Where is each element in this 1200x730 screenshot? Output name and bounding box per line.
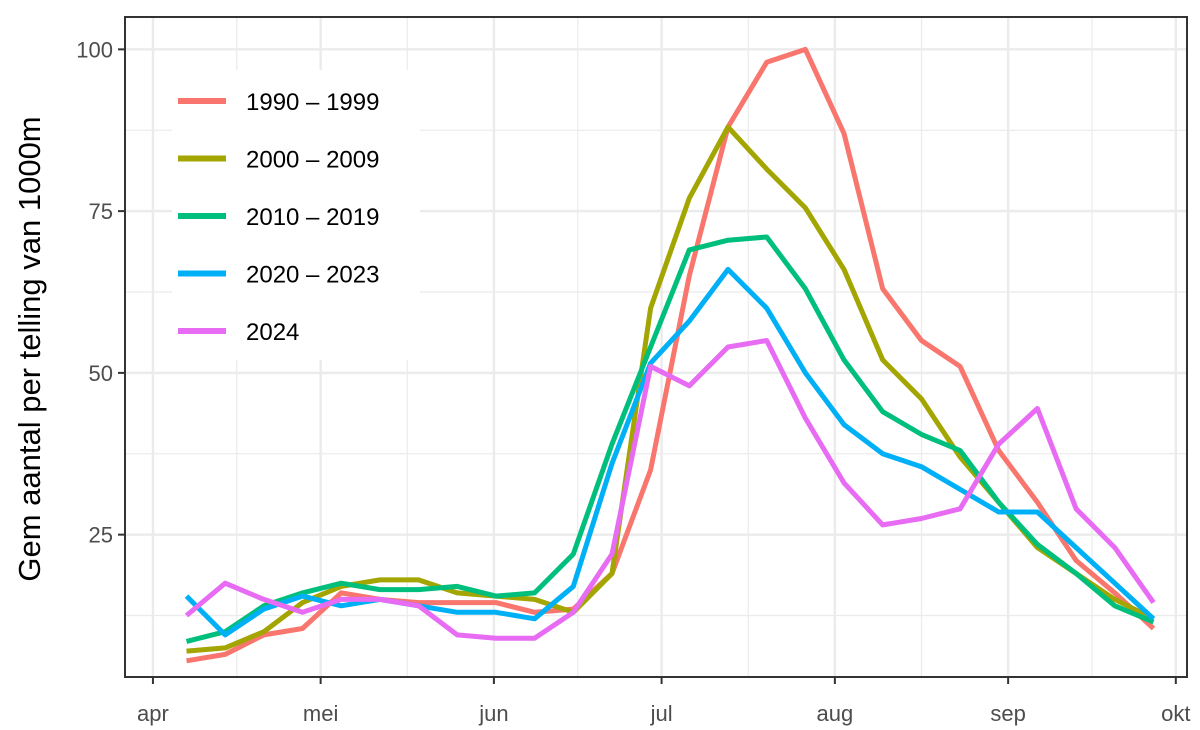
x-tick-label: mei [303,701,338,726]
series-lines [184,46,1156,664]
x-tick-label: okt [1161,701,1190,726]
x-tick-label: apr [137,701,169,726]
x-tick-label: aug [817,701,854,726]
x-tick-label: sep [990,701,1025,726]
series-line-2 [185,234,1155,644]
legend-label-4: 2024 [246,319,299,346]
legend-label-0: 1990 – 1999 [246,89,379,116]
legend: 1990 – 1999 2000 – 2009 2010 – 2019 2020 – … [172,70,420,360]
y-tick-label: 50 [89,361,113,386]
axis-ticks [118,48,1177,684]
x-tick-label: jun [478,701,508,726]
legend-label-3: 2020 – 2023 [246,262,379,289]
series-line-0 [186,46,1156,664]
y-tick-label: 100 [76,37,113,62]
series-line-4 [184,338,1156,641]
x-tick-label: jul [650,701,673,726]
legend-label-1: 2000 – 2009 [246,147,379,174]
tick-labels: 25 50 75 100 apr mei jun jul aug sep okt [76,37,1190,726]
y-axis-title: Gem aantal per telling van 1000m [12,116,47,581]
y-tick-label: 25 [89,523,113,548]
panel-border [124,16,1188,678]
legend-label-2: 2010 – 2019 [246,204,379,231]
series-line-3 [184,266,1156,638]
y-tick-label: 75 [89,199,113,224]
